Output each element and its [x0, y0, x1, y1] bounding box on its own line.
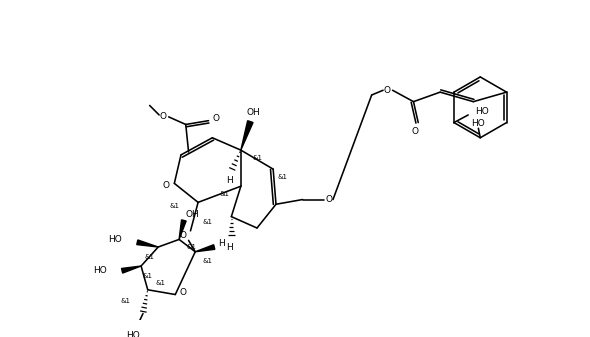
Text: O: O: [412, 127, 419, 135]
Text: HO: HO: [475, 106, 489, 116]
Text: H: H: [218, 239, 225, 248]
Text: &1: &1: [120, 298, 130, 304]
Text: O: O: [162, 181, 169, 190]
Text: &1: &1: [169, 203, 179, 209]
Text: O: O: [212, 114, 219, 123]
Text: &1: &1: [143, 273, 153, 278]
Polygon shape: [137, 240, 158, 247]
Text: O: O: [179, 288, 186, 297]
Text: &1: &1: [145, 253, 155, 259]
Text: O: O: [384, 86, 391, 95]
Polygon shape: [122, 266, 141, 273]
Text: &1: &1: [203, 258, 213, 264]
Polygon shape: [195, 245, 215, 252]
Text: H: H: [226, 176, 233, 185]
Text: &1: &1: [253, 155, 262, 161]
Text: &1: &1: [219, 191, 230, 197]
Text: &1: &1: [278, 174, 288, 180]
Text: &1: &1: [186, 244, 196, 250]
Text: O: O: [179, 231, 186, 240]
Text: HO: HO: [93, 266, 107, 275]
Text: &1: &1: [156, 280, 166, 286]
Text: O: O: [326, 195, 333, 204]
Text: O: O: [159, 112, 166, 121]
Text: H: H: [226, 243, 233, 251]
Polygon shape: [179, 220, 186, 239]
Text: HO: HO: [127, 331, 140, 337]
Polygon shape: [241, 121, 253, 150]
Text: OH: OH: [246, 108, 260, 117]
Text: OH: OH: [186, 210, 199, 219]
Text: HO: HO: [471, 119, 485, 128]
Text: HO: HO: [109, 235, 122, 244]
Text: &1: &1: [202, 219, 212, 225]
